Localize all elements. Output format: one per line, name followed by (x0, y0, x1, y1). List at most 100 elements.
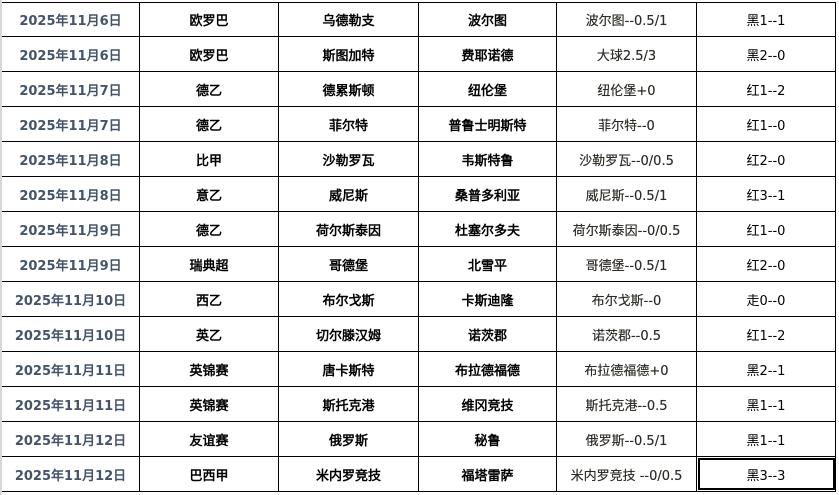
table-row: 2025年11月8日 意乙 威尼斯 桑普多利亚 威尼斯--0.5/1 红3--1 (2, 177, 836, 212)
date-cell[interactable]: 2025年11月8日 (2, 142, 140, 176)
league-cell[interactable]: 巴西甲 (140, 457, 279, 491)
league-cell[interactable]: 德乙 (140, 72, 279, 106)
date-cell[interactable]: 2025年11月7日 (2, 107, 140, 141)
result-cell[interactable]: 红1--2 (697, 72, 836, 106)
result-cell[interactable]: 红1--2 (697, 317, 836, 351)
home-team-cell[interactable]: 乌德勒支 (279, 3, 419, 36)
result-cell[interactable]: 红3--1 (697, 177, 836, 211)
home-team-cell[interactable]: 德累斯顿 (279, 72, 419, 106)
sheet-left-edge (0, 0, 2, 495)
home-team-cell[interactable]: 米内罗竞技 (279, 457, 419, 491)
away-team-cell[interactable]: 秘鲁 (419, 422, 557, 456)
handicap-cell[interactable]: 诺茨郡--0.5 (557, 317, 697, 351)
away-team-cell[interactable]: 诺茨郡 (419, 317, 557, 351)
handicap-cell[interactable]: 俄罗斯--0.5/1 (557, 422, 697, 456)
table-row: 2025年11月9日 德乙 荷尔斯泰因 杜塞尔多夫 荷尔斯泰因--0/0.5 红1--0 (2, 212, 836, 247)
home-team-cell[interactable]: 切尔滕汉姆 (279, 317, 419, 351)
league-cell[interactable]: 德乙 (140, 212, 279, 246)
away-team-cell[interactable]: 北雪平 (419, 247, 557, 281)
league-cell[interactable]: 友谊赛 (140, 422, 279, 456)
table-row: 2025年11月12日 巴西甲 米内罗竞技 福塔雷萨 米内罗竞技 --0/0.5 黑3--… (2, 457, 836, 492)
league-cell[interactable]: 欧罗巴 (140, 3, 279, 36)
date-cell[interactable]: 2025年11月10日 (2, 282, 140, 316)
table-row: 2025年11月11日 英锦赛 唐卡斯特 布拉德福德 布拉德福德+0 黑2--1 (2, 352, 836, 387)
date-cell[interactable]: 2025年11月10日 (2, 317, 140, 351)
home-team-cell[interactable]: 哥德堡 (279, 247, 419, 281)
league-cell[interactable]: 意乙 (140, 177, 279, 211)
handicap-cell[interactable]: 哥德堡--0.5/1 (557, 247, 697, 281)
date-cell[interactable]: 2025年11月12日 (2, 422, 140, 456)
handicap-cell[interactable]: 威尼斯--0.5/1 (557, 177, 697, 211)
handicap-cell[interactable]: 布拉德福德+0 (557, 352, 697, 386)
date-cell[interactable]: 2025年11月11日 (2, 352, 140, 386)
table-row: 2025年11月6日 欧罗巴 斯图加特 费耶诺德 大球2.5/3 黑2--0 (2, 37, 836, 72)
handicap-cell[interactable]: 米内罗竞技 --0/0.5 (557, 457, 697, 491)
date-cell[interactable]: 2025年11月9日 (2, 247, 140, 281)
result-cell[interactable]: 黑2--1 (697, 352, 836, 386)
away-team-cell[interactable]: 杜塞尔多夫 (419, 212, 557, 246)
result-cell[interactable]: 黑1--1 (697, 422, 836, 456)
home-team-cell[interactable]: 布尔戈斯 (279, 282, 419, 316)
league-cell[interactable]: 英锦赛 (140, 387, 279, 421)
result-cell[interactable]: 黑3--3 (697, 457, 836, 491)
result-cell[interactable]: 红1--0 (697, 107, 836, 141)
league-cell[interactable]: 瑞典超 (140, 247, 279, 281)
table-row: 2025年11月10日 西乙 布尔戈斯 卡斯迪隆 布尔戈斯--0 走0--0 (2, 282, 836, 317)
result-cell[interactable]: 黑1--1 (697, 387, 836, 421)
handicap-cell[interactable]: 波尔图--0.5/1 (557, 3, 697, 36)
away-team-cell[interactable]: 卡斯迪隆 (419, 282, 557, 316)
handicap-cell[interactable]: 菲尔特--0 (557, 107, 697, 141)
date-cell[interactable]: 2025年11月8日 (2, 177, 140, 211)
away-team-cell[interactable]: 福塔雷萨 (419, 457, 557, 491)
home-team-cell[interactable]: 沙勒罗瓦 (279, 142, 419, 176)
table-row: 2025年11月11日 英锦赛 斯托克港 维冈竞技 斯托克港--0.5 黑1--1 (2, 387, 836, 422)
handicap-cell[interactable]: 沙勒罗瓦--0/0.5 (557, 142, 697, 176)
league-cell[interactable]: 英锦赛 (140, 352, 279, 386)
result-cell[interactable]: 黑1--1 (697, 3, 836, 36)
table-row: 2025年11月8日 比甲 沙勒罗瓦 韦斯特鲁 沙勒罗瓦--0/0.5 红2--0 (2, 142, 836, 177)
away-team-cell[interactable]: 韦斯特鲁 (419, 142, 557, 176)
result-cell[interactable]: 红2--0 (697, 247, 836, 281)
league-cell[interactable]: 欧罗巴 (140, 37, 279, 71)
result-cell[interactable]: 黑2--0 (697, 37, 836, 71)
handicap-cell[interactable]: 布尔戈斯--0 (557, 282, 697, 316)
home-team-cell[interactable]: 俄罗斯 (279, 422, 419, 456)
home-team-cell[interactable]: 斯图加特 (279, 37, 419, 71)
away-team-cell[interactable]: 波尔图 (419, 3, 557, 36)
league-cell[interactable]: 西乙 (140, 282, 279, 316)
away-team-cell[interactable]: 普鲁士明斯特 (419, 107, 557, 141)
date-cell[interactable]: 2025年11月9日 (2, 212, 140, 246)
league-cell[interactable]: 德乙 (140, 107, 279, 141)
handicap-cell[interactable]: 大球2.5/3 (557, 37, 697, 71)
away-team-cell[interactable]: 布拉德福德 (419, 352, 557, 386)
home-team-cell[interactable]: 荷尔斯泰因 (279, 212, 419, 246)
date-cell[interactable]: 2025年11月7日 (2, 72, 140, 106)
handicap-cell[interactable]: 斯托克港--0.5 (557, 387, 697, 421)
away-team-cell[interactable]: 费耶诺德 (419, 37, 557, 71)
date-cell[interactable]: 2025年11月12日 (2, 457, 140, 491)
handicap-cell[interactable]: 荷尔斯泰因--0/0.5 (557, 212, 697, 246)
table-row: 2025年11月6日 欧罗巴 乌德勒支 波尔图 波尔图--0.5/1 黑1--1 (2, 2, 836, 37)
handicap-cell[interactable]: 纽伦堡+0 (557, 72, 697, 106)
home-team-cell[interactable]: 唐卡斯特 (279, 352, 419, 386)
table-row: 2025年11月10日 英乙 切尔滕汉姆 诺茨郡 诺茨郡--0.5 红1--2 (2, 317, 836, 352)
date-cell[interactable]: 2025年11月11日 (2, 387, 140, 421)
result-cell[interactable]: 走0--0 (697, 282, 836, 316)
result-cell[interactable]: 红1--0 (697, 212, 836, 246)
table-row: 2025年11月7日 德乙 菲尔特 普鲁士明斯特 菲尔特--0 红1--0 (2, 107, 836, 142)
date-cell[interactable]: 2025年11月6日 (2, 3, 140, 36)
table-row: 2025年11月12日 友谊赛 俄罗斯 秘鲁 俄罗斯--0.5/1 黑1--1 (2, 422, 836, 457)
home-team-cell[interactable]: 威尼斯 (279, 177, 419, 211)
result-cell[interactable]: 红2--0 (697, 142, 836, 176)
table-row: 2025年11月9日 瑞典超 哥德堡 北雪平 哥德堡--0.5/1 红2--0 (2, 247, 836, 282)
league-cell[interactable]: 比甲 (140, 142, 279, 176)
league-cell[interactable]: 英乙 (140, 317, 279, 351)
away-team-cell[interactable]: 桑普多利亚 (419, 177, 557, 211)
table-row: 2025年11月7日 德乙 德累斯顿 纽伦堡 纽伦堡+0 红1--2 (2, 72, 836, 107)
away-team-cell[interactable]: 纽伦堡 (419, 72, 557, 106)
date-cell[interactable]: 2025年11月6日 (2, 37, 140, 71)
home-team-cell[interactable]: 斯托克港 (279, 387, 419, 421)
away-team-cell[interactable]: 维冈竞技 (419, 387, 557, 421)
home-team-cell[interactable]: 菲尔特 (279, 107, 419, 141)
